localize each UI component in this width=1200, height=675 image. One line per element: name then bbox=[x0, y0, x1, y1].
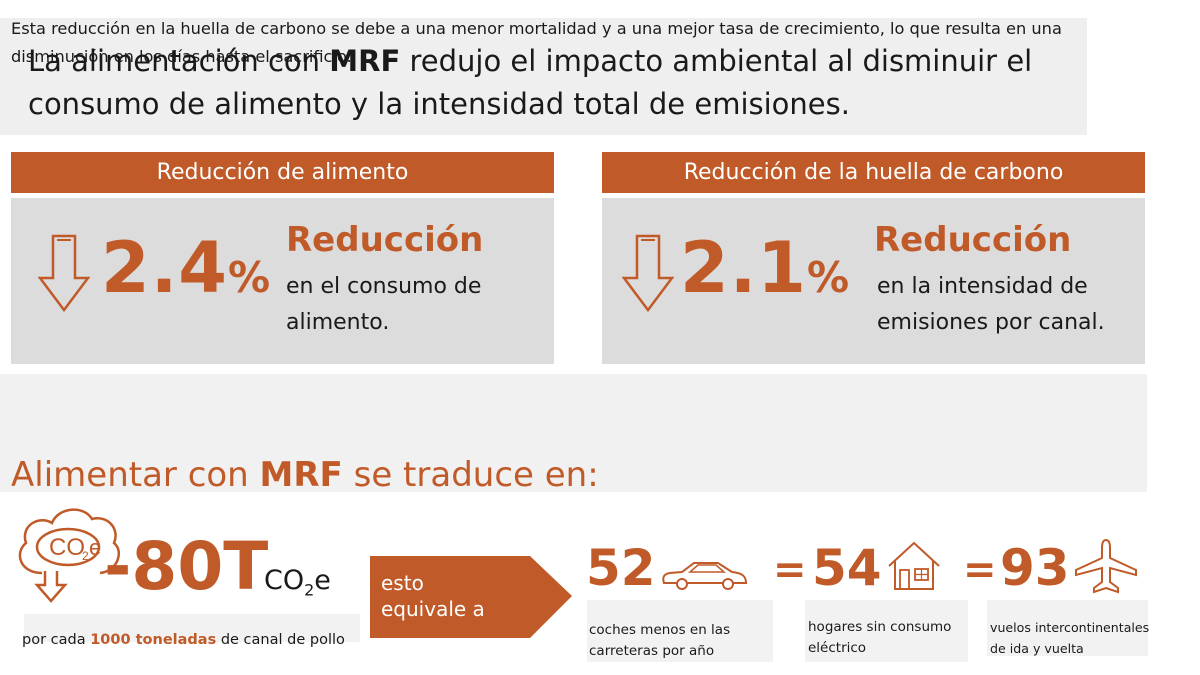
co2-cloud-icon: CO 2 e bbox=[18, 508, 120, 603]
label-line: coches menos en las bbox=[589, 622, 731, 638]
percent-value: 2.4% bbox=[101, 228, 271, 318]
headline-text-pre: La alimentación con bbox=[28, 44, 330, 78]
label-line: de ida y vuelta bbox=[990, 641, 1084, 656]
description-line: emisiones por canal. bbox=[877, 310, 1105, 335]
reduction-description: en la intensidad de emisiones por canal. bbox=[877, 269, 1105, 341]
equivalence-label: esto equivale a bbox=[381, 571, 485, 621]
house-icon bbox=[888, 541, 940, 590]
feed-reduction-card: Reducción de alimento 2.4% Reducción en … bbox=[11, 152, 554, 364]
co2-icon-suffix: e bbox=[89, 535, 101, 560]
equals-sign: = bbox=[963, 547, 997, 593]
percent-unit: % bbox=[228, 253, 272, 302]
down-arrow-icon bbox=[622, 234, 674, 312]
airplane-icon bbox=[1075, 538, 1137, 594]
co2e-main: CO bbox=[264, 565, 305, 596]
co2-icon-text: CO bbox=[49, 534, 85, 561]
card-header: Reducción de la huella de carbono bbox=[602, 152, 1145, 193]
co2-icon-sub: 2 bbox=[82, 549, 89, 563]
per-post: de canal de pollo bbox=[216, 632, 345, 648]
description-line: en la intensidad de bbox=[877, 274, 1088, 299]
description-line: en el consumo de bbox=[286, 274, 482, 299]
co2e-sub: 2 bbox=[304, 580, 315, 600]
car-icon bbox=[662, 562, 748, 590]
card-body: 2.4% Reducción en el consumo de alimento… bbox=[11, 198, 554, 364]
translation-heading: Alimentar con MRF se traduce en: bbox=[11, 455, 599, 495]
reduction-title: Reducción bbox=[286, 220, 484, 260]
down-arrow-icon bbox=[38, 234, 90, 312]
flights-label: vuelos intercontinentales de ida y vuelt… bbox=[990, 617, 1149, 659]
percent-unit: % bbox=[807, 253, 851, 302]
co2-reduction-value: -80T bbox=[104, 528, 269, 605]
flights-value: 93 bbox=[1000, 539, 1070, 597]
per-pre: por cada bbox=[22, 632, 91, 648]
co2e-unit: CO2e bbox=[264, 565, 331, 599]
description-line: alimento. bbox=[286, 310, 390, 335]
explanation-panel bbox=[0, 374, 1147, 492]
label-line: vuelos intercontinentales bbox=[990, 620, 1150, 635]
headline-text-post: redujo el impacto ambiental al disminuir… bbox=[28, 44, 1033, 121]
heading-post: se traduce en: bbox=[342, 455, 599, 495]
label-line: hogares sin consumo bbox=[808, 619, 952, 635]
households-value: 54 bbox=[812, 539, 882, 597]
co2e-suffix: e bbox=[314, 565, 331, 596]
headline-banner: La alimentación con MRF redujo el impact… bbox=[0, 18, 1087, 135]
households-label-box bbox=[805, 600, 968, 662]
card-header: Reducción de alimento bbox=[11, 152, 554, 193]
equivalence-arrow bbox=[370, 556, 572, 638]
heading-brand: MRF bbox=[259, 455, 343, 495]
cars-value: 52 bbox=[586, 539, 656, 597]
card-body: 2.1% Reducción en la intensidad de emisi… bbox=[602, 198, 1145, 364]
label-line: eléctrico bbox=[808, 640, 867, 656]
per-amount: 1000 toneladas bbox=[90, 632, 217, 648]
label-line: carreteras por año bbox=[589, 643, 715, 659]
percent-number: 2.4 bbox=[101, 227, 229, 309]
flights-label-box bbox=[987, 600, 1148, 656]
per-ton-box bbox=[24, 614, 360, 642]
reduction-title: Reducción bbox=[874, 220, 1072, 260]
headline-brand: MRF bbox=[329, 44, 401, 78]
cars-label: coches menos en las carreteras por año bbox=[589, 620, 730, 662]
explanation-text: Esta reducción en la huella de carbono s… bbox=[11, 19, 1062, 66]
carbon-reduction-card: Reducción de la huella de carbono 2.1% R… bbox=[602, 152, 1145, 364]
percent-value: 2.1% bbox=[680, 228, 850, 318]
equals-sign: = bbox=[773, 547, 807, 593]
households-label: hogares sin consumo eléctrico bbox=[808, 617, 951, 659]
percent-number: 2.1 bbox=[680, 227, 808, 309]
heading-pre: Alimentar con bbox=[11, 455, 260, 495]
reduction-description: en el consumo de alimento. bbox=[286, 269, 481, 341]
per-ton-text: por cada 1000 toneladas de canal de poll… bbox=[22, 632, 345, 648]
cars-label-box bbox=[587, 600, 773, 662]
